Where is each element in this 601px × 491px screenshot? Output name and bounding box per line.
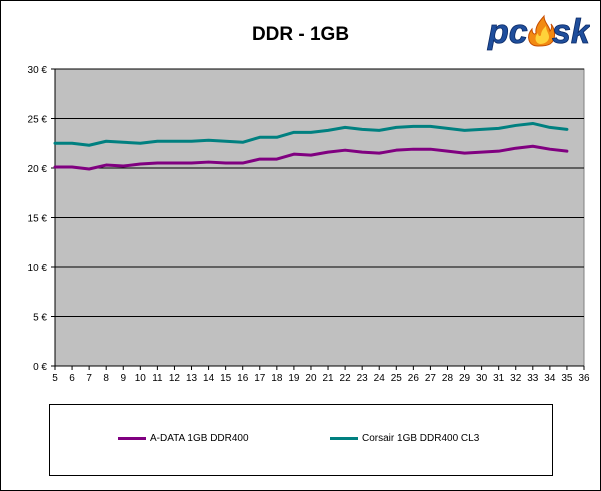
legend-label-series-1: A-DATA 1GB DDR400 xyxy=(150,433,249,444)
y-tick-label: 10 € xyxy=(28,263,48,274)
legend-label-series-2: Corsair 1GB DDR400 CL3 xyxy=(362,433,480,444)
legend-item-series-2: Corsair 1GB DDR400 CL3 xyxy=(330,433,479,444)
x-tick-label: 19 xyxy=(288,373,300,384)
x-tick-label: 28 xyxy=(442,373,454,384)
x-tick-label: 25 xyxy=(391,373,403,384)
x-tick-label: 15 xyxy=(220,373,232,384)
x-tick-label: 6 xyxy=(69,373,75,384)
x-tick-label: 5 xyxy=(52,373,58,384)
x-tick-label: 24 xyxy=(374,373,386,384)
series-line-2 xyxy=(53,121,569,147)
legend-swatch-series-2 xyxy=(330,437,358,440)
x-tick-label: 20 xyxy=(305,373,317,384)
logo-text-sk: sk xyxy=(552,13,590,51)
x-tick-label: 34 xyxy=(544,373,556,384)
y-tick-label: 5 € xyxy=(33,313,47,324)
x-tick-label: 29 xyxy=(459,373,471,384)
x-tick-label: 22 xyxy=(340,373,352,384)
x-tick-label: 23 xyxy=(357,373,369,384)
x-tick-label: 32 xyxy=(510,373,522,384)
x-tick-label: 35 xyxy=(561,373,573,384)
y-tick-label: 15 € xyxy=(28,214,48,225)
y-tick-label: 0 € xyxy=(33,362,47,373)
y-tick-label: 25 € xyxy=(28,115,48,126)
logo-wordmark: pc sk xyxy=(487,13,590,52)
x-tick-label: 13 xyxy=(186,373,198,384)
x-tick-label: 12 xyxy=(169,373,181,384)
x-tick-label: 17 xyxy=(254,373,266,384)
x-tick-label: 18 xyxy=(271,373,283,384)
x-tick-label: 10 xyxy=(135,373,147,384)
grid-layer xyxy=(55,68,584,317)
x-tick-label: 36 xyxy=(578,373,590,384)
x-tick-label: 21 xyxy=(322,373,334,384)
x-tick-label: 26 xyxy=(408,373,420,384)
axis-layer: 0 € 5 € 10 € 15 € 20 € 25 € 30 € 5 6 7 8 9 10 11 12 13 1… xyxy=(28,65,590,384)
x-tick-label: 8 xyxy=(103,373,109,384)
series-layer xyxy=(53,121,569,171)
legend-item-series-1: A-DATA 1GB DDR400 xyxy=(118,433,249,444)
x-tick-label: 14 xyxy=(203,373,215,384)
x-tick-label: 7 xyxy=(86,373,92,384)
x-tick-label: 9 xyxy=(120,373,126,384)
x-tick-label: 33 xyxy=(527,373,539,384)
legend-swatch-series-1 xyxy=(118,437,146,440)
y-tick-label: 20 € xyxy=(28,164,48,175)
x-tick-label: 27 xyxy=(425,373,437,384)
x-tick-label: 31 xyxy=(493,373,505,384)
chart-title: DDR - 1GB xyxy=(251,24,350,45)
x-tick-label: 11 xyxy=(152,373,163,384)
y-tick-label: 30 € xyxy=(28,65,48,76)
flame-icon xyxy=(528,14,556,47)
legend: A-DATA 1GB DDR400 Corsair 1GB DDR400 CL3 xyxy=(49,404,553,476)
x-tick-label: 30 xyxy=(476,373,488,384)
pcsk-logo: pc sk xyxy=(487,13,590,52)
x-tick-label: 16 xyxy=(237,373,249,384)
series-line-1 xyxy=(53,144,569,171)
logo-text-pc: pc xyxy=(487,13,528,51)
